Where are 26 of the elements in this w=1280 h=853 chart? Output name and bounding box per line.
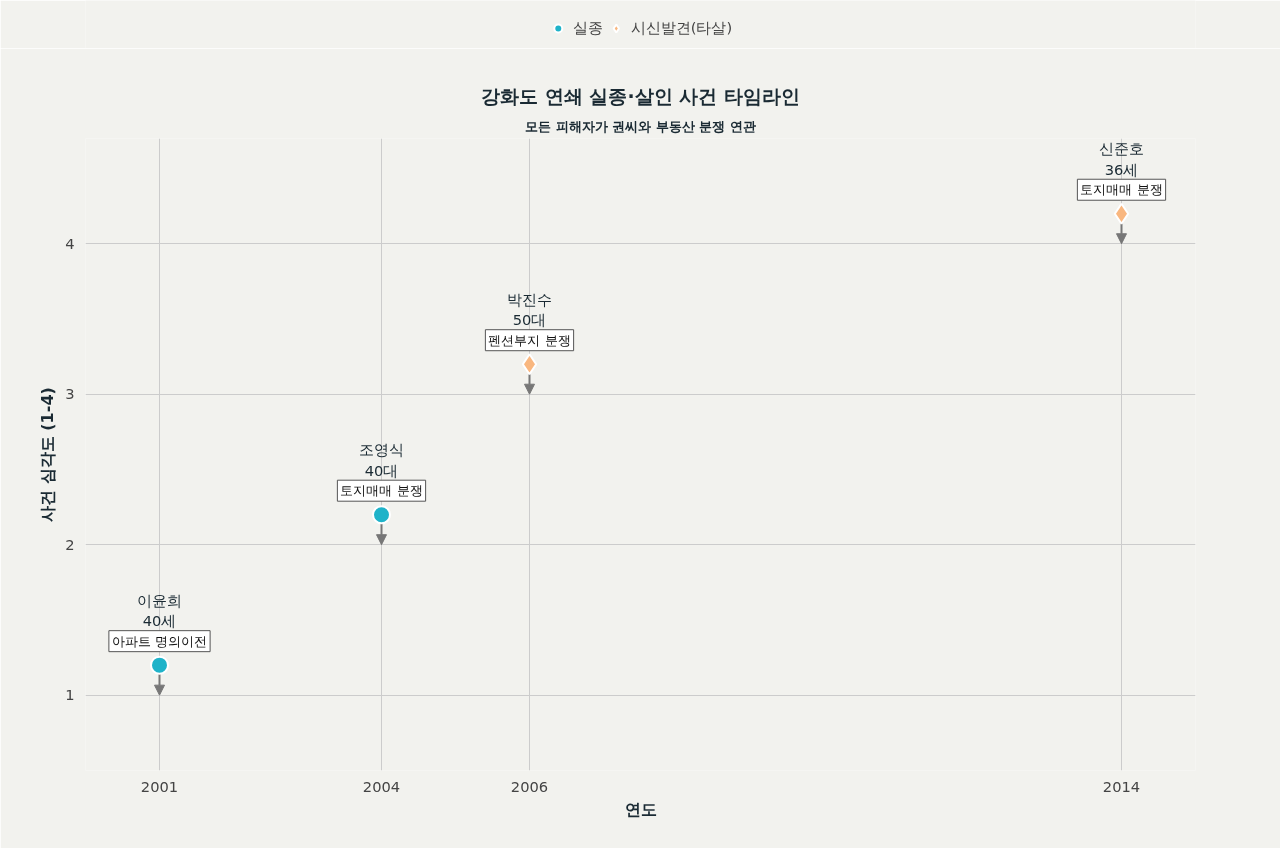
x-tick-label: 2006 bbox=[510, 777, 549, 795]
point bbox=[372, 505, 391, 525]
point bbox=[521, 353, 538, 376]
annotation: 이윤희 40세 bbox=[137, 591, 182, 630]
annotation: 조영식 40대 bbox=[359, 441, 404, 479]
annotation: 토지매매 분쟁 bbox=[340, 483, 423, 499]
y-tick-label: 4 bbox=[65, 234, 75, 252]
chart-subtitle: 모든 피해자가 권씨와 부동산 분쟁 연관 bbox=[524, 118, 757, 134]
y-tick-label: 2 bbox=[65, 535, 75, 553]
point bbox=[150, 655, 169, 675]
chart-title: 강화도 연쇄 실종·살인 사건 타임라인 bbox=[481, 85, 800, 107]
annotation: 펜션부지 분쟁 bbox=[488, 332, 571, 348]
annotation: 아파트 명의이전 bbox=[111, 633, 208, 649]
annotation: 토지매매 분쟁 bbox=[1080, 182, 1163, 198]
annotation: 신준호 36세 bbox=[1099, 140, 1144, 178]
x-axis-title: 연도 bbox=[624, 799, 657, 819]
legend-label: 실종 bbox=[572, 18, 603, 38]
x-tick-label: 2014 bbox=[1102, 777, 1141, 795]
y-tick-label: 1 bbox=[65, 686, 75, 704]
y-tick-label: 3 bbox=[65, 385, 75, 403]
x-tick-label: 2004 bbox=[362, 777, 401, 795]
y-axis-title: 사건 심각도 (1-4) bbox=[38, 387, 58, 522]
point bbox=[1113, 202, 1130, 225]
legend-label: 시신발견(타살) bbox=[630, 18, 733, 38]
x-tick-label: 2001 bbox=[140, 777, 179, 795]
annotation: 박진수 50대 bbox=[507, 290, 552, 329]
